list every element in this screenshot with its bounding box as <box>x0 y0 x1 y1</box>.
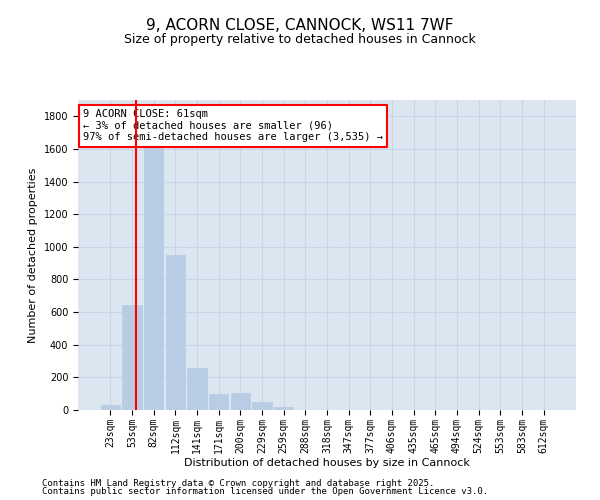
Text: Contains HM Land Registry data © Crown copyright and database right 2025.: Contains HM Land Registry data © Crown c… <box>42 478 434 488</box>
Bar <box>166 255 185 410</box>
Bar <box>187 368 207 410</box>
Bar <box>252 402 272 410</box>
Bar <box>274 406 293 410</box>
Bar <box>230 393 250 410</box>
Text: 9 ACORN CLOSE: 61sqm
← 3% of detached houses are smaller (96)
97% of semi-detach: 9 ACORN CLOSE: 61sqm ← 3% of detached ho… <box>83 110 383 142</box>
Bar <box>144 132 163 410</box>
Bar <box>101 405 120 410</box>
Text: 9, ACORN CLOSE, CANNOCK, WS11 7WF: 9, ACORN CLOSE, CANNOCK, WS11 7WF <box>146 18 454 32</box>
Text: Size of property relative to detached houses in Cannock: Size of property relative to detached ho… <box>124 32 476 46</box>
Y-axis label: Number of detached properties: Number of detached properties <box>28 168 38 342</box>
Bar <box>122 305 142 410</box>
X-axis label: Distribution of detached houses by size in Cannock: Distribution of detached houses by size … <box>184 458 470 468</box>
Text: Contains public sector information licensed under the Open Government Licence v3: Contains public sector information licen… <box>42 487 488 496</box>
Bar <box>209 394 229 410</box>
